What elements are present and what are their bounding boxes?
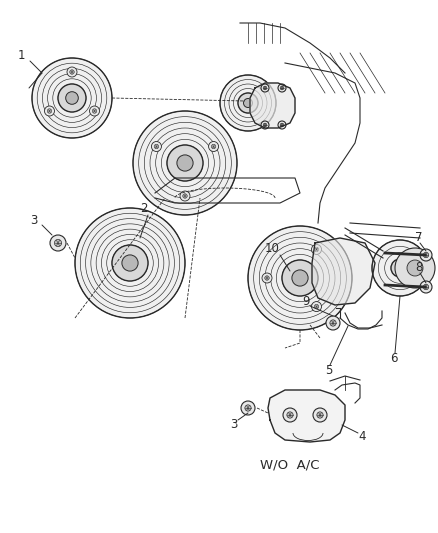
Circle shape [219,75,276,131]
Text: 6: 6 [389,352,396,366]
Circle shape [311,245,321,254]
Circle shape [92,109,96,113]
Circle shape [122,255,138,271]
Polygon shape [311,238,374,305]
Circle shape [182,194,187,198]
Circle shape [208,141,218,151]
Circle shape [277,121,285,129]
Circle shape [50,235,66,251]
Circle shape [371,240,427,296]
Text: 2: 2 [140,201,147,214]
Circle shape [279,86,283,90]
Text: 7: 7 [414,230,421,244]
Circle shape [243,99,252,108]
Circle shape [395,264,403,272]
Circle shape [277,84,285,92]
Circle shape [390,259,408,277]
Circle shape [263,86,266,90]
Circle shape [264,276,268,280]
Circle shape [58,84,86,112]
Text: 4: 4 [357,431,365,443]
Circle shape [286,412,293,418]
Circle shape [75,208,184,318]
Polygon shape [249,83,294,128]
Circle shape [166,145,202,181]
Circle shape [291,270,307,286]
Circle shape [419,281,431,293]
Circle shape [283,408,297,422]
Circle shape [261,273,272,283]
Circle shape [154,144,158,149]
Circle shape [314,304,318,309]
Circle shape [211,144,215,149]
Text: 8: 8 [414,261,421,273]
Circle shape [406,260,422,276]
Circle shape [32,58,112,138]
Circle shape [66,92,78,104]
Circle shape [244,405,251,411]
Circle shape [325,316,339,330]
Circle shape [133,111,237,215]
Text: W/O  A/C: W/O A/C [260,458,319,472]
Circle shape [422,252,428,257]
Circle shape [89,106,99,116]
Circle shape [240,401,254,415]
Polygon shape [267,390,344,442]
Circle shape [112,245,148,281]
Circle shape [70,70,74,74]
Circle shape [177,155,193,171]
Circle shape [419,249,431,261]
Circle shape [316,412,322,418]
Circle shape [281,260,317,296]
Text: 3: 3 [30,214,37,227]
Text: 10: 10 [265,241,279,254]
Circle shape [247,226,351,330]
Circle shape [67,67,77,77]
Circle shape [47,109,52,113]
Circle shape [394,248,434,288]
Text: 3: 3 [230,418,237,432]
Circle shape [311,302,321,312]
Circle shape [44,106,54,116]
Text: 5: 5 [324,365,332,377]
Circle shape [329,320,336,326]
Circle shape [261,121,268,129]
Text: 1: 1 [18,49,25,61]
Circle shape [237,93,258,113]
Text: 9: 9 [301,295,309,308]
Circle shape [151,141,161,151]
Circle shape [279,123,283,127]
Circle shape [422,284,428,290]
Circle shape [312,408,326,422]
Circle shape [314,247,318,252]
Circle shape [180,191,190,201]
Circle shape [263,123,266,127]
Circle shape [54,239,61,247]
Circle shape [261,84,268,92]
